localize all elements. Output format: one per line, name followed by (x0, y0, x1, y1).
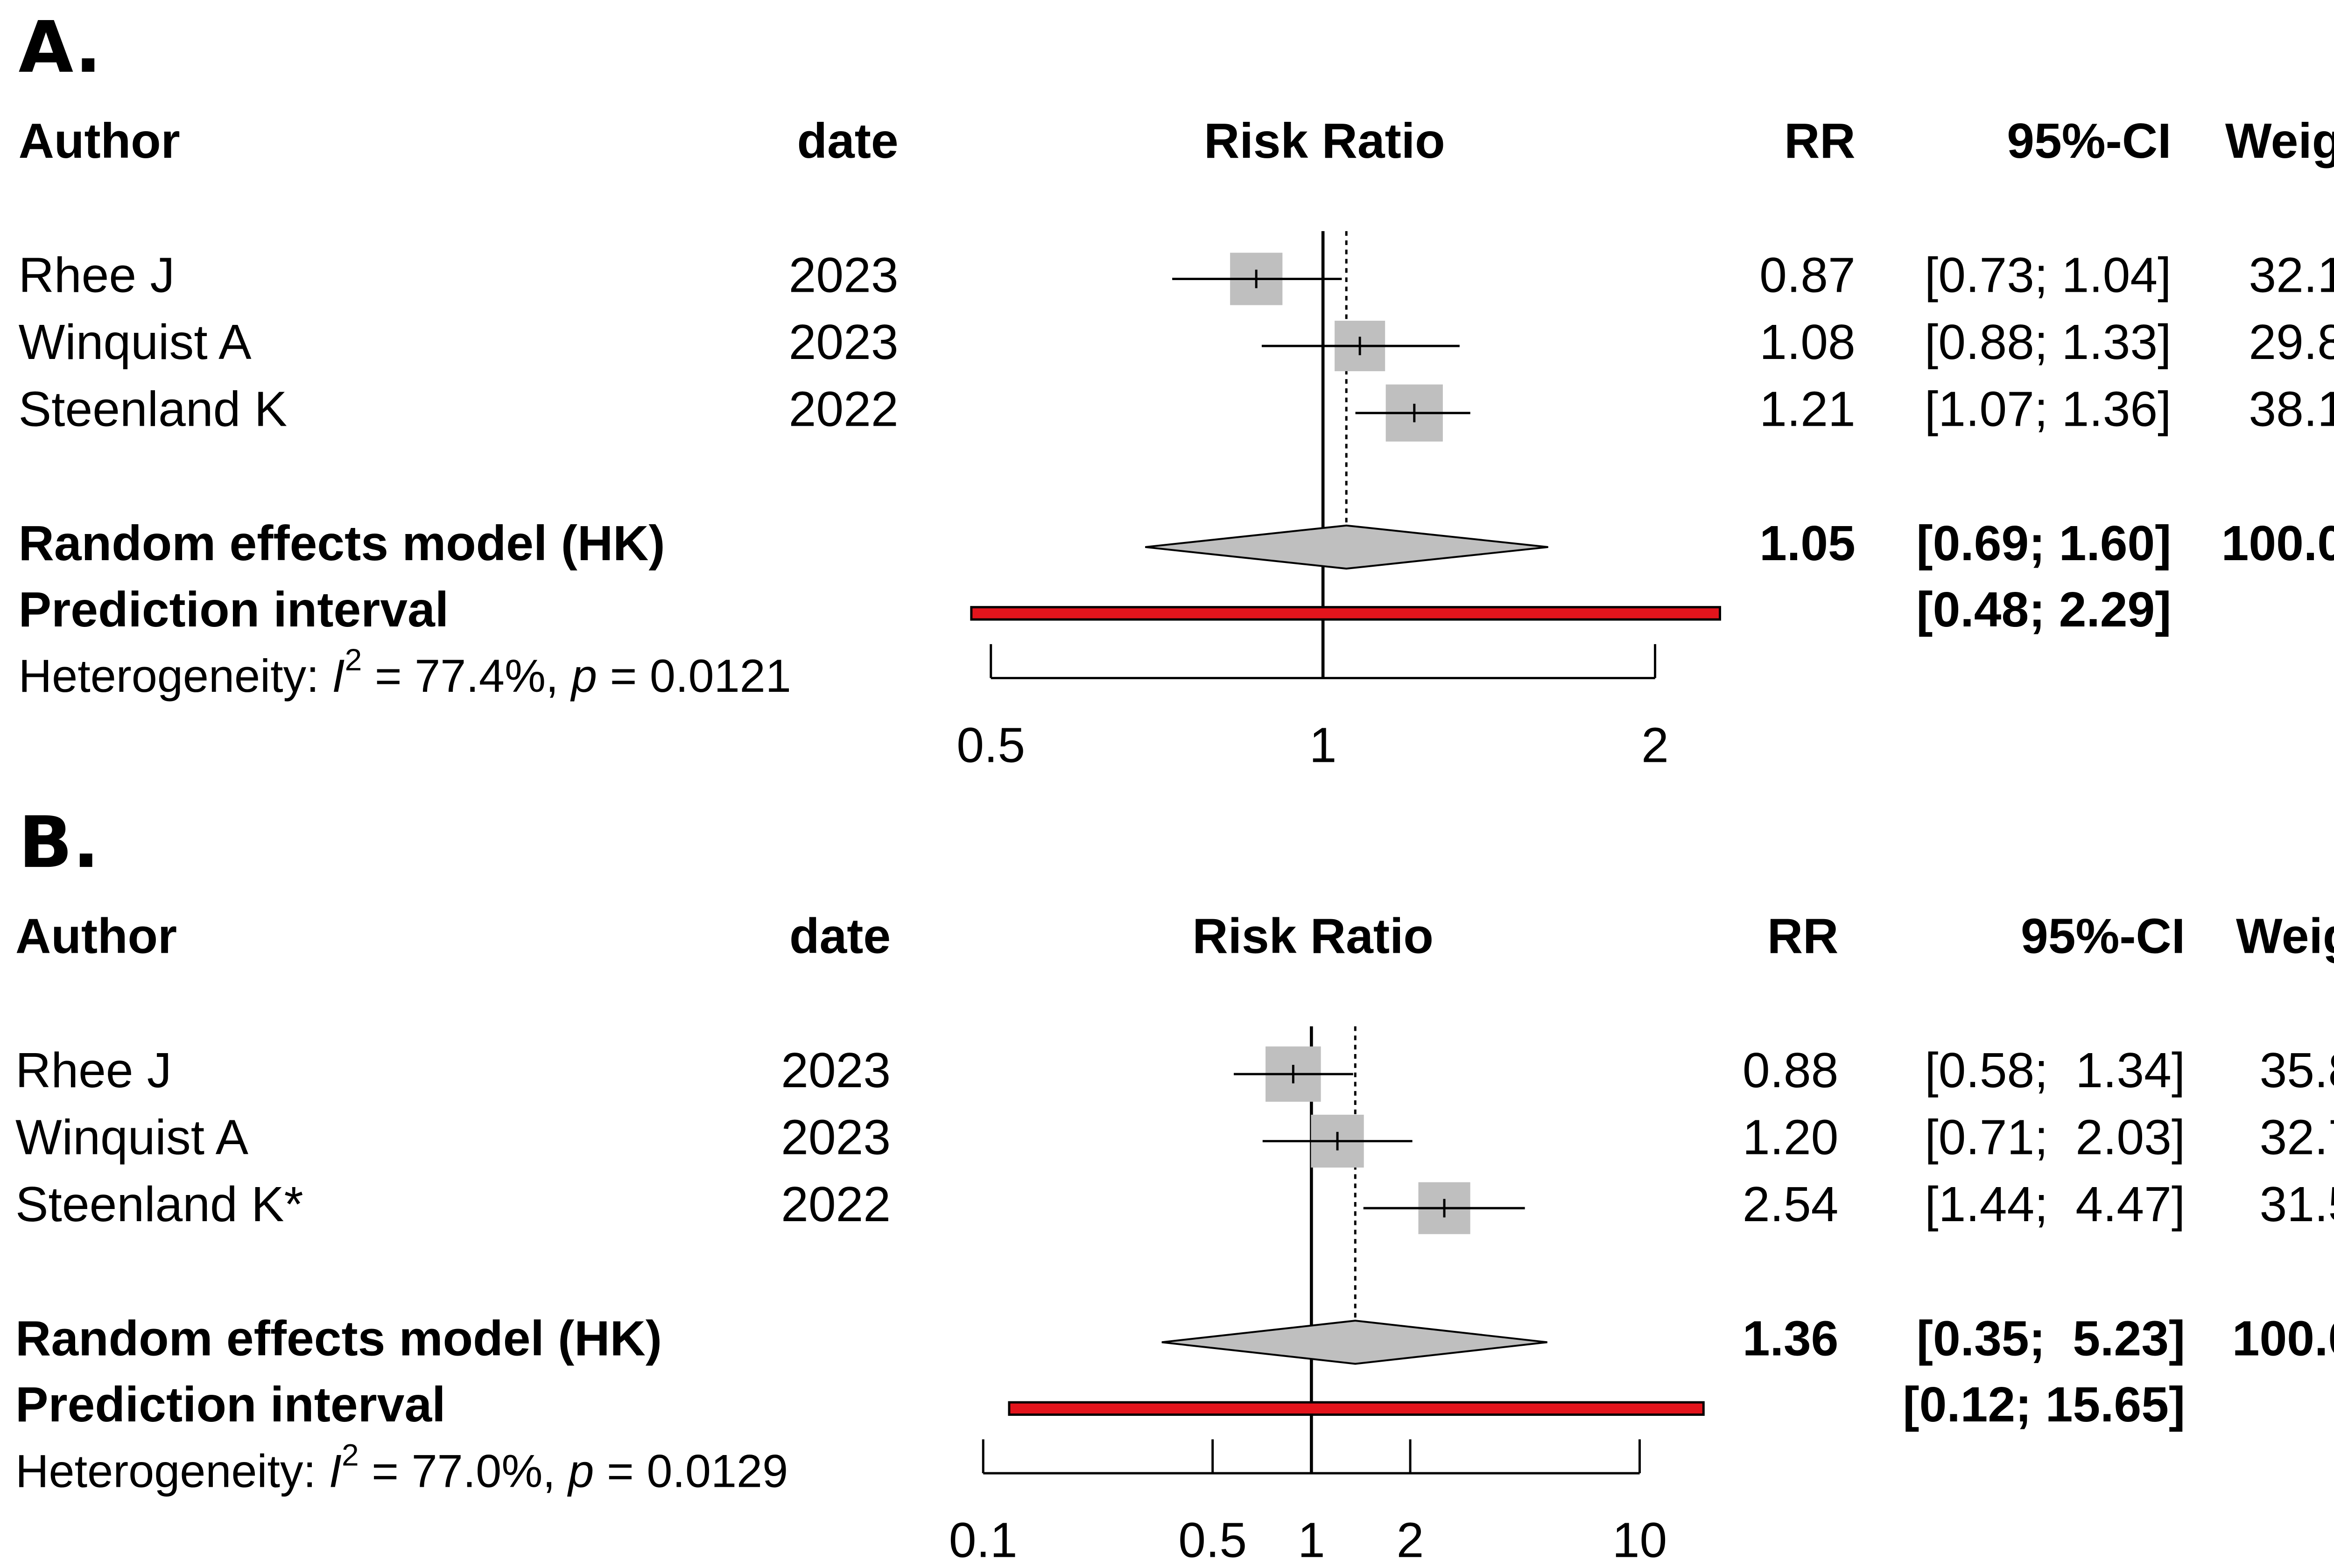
rr-label: 0.87 (1759, 247, 1856, 302)
column-header: 95%-CI (2007, 113, 2171, 169)
x-tick-label: 2 (1397, 1513, 1424, 1568)
column-header: Author (19, 113, 180, 169)
heterogeneity-part: 2 (345, 642, 362, 677)
study-name: Steenland K (19, 382, 288, 437)
summary-ci: [0.35; 5.23] (1917, 1311, 2185, 1366)
weight-label: 29.8% (2249, 315, 2334, 370)
x-tick-label: 1 (1298, 1513, 1325, 1568)
heterogeneity-part: Heterogeneity: (15, 1445, 329, 1497)
prediction-bar (970, 606, 1722, 621)
panel-label: B. (19, 801, 99, 884)
column-header: 95%-CI (2021, 909, 2185, 964)
heterogeneity-part: p (570, 650, 597, 702)
study-date: 2022 (789, 382, 899, 437)
ci-label: [1.44; 4.47] (1925, 1177, 2185, 1232)
study-name: Steenland K* (15, 1177, 303, 1232)
ci-label: [0.88; 1.33] (1925, 315, 2172, 370)
prediction-label: Prediction interval (19, 582, 449, 637)
ci-label: [0.73; 1.04] (1925, 247, 2172, 302)
prediction-label: Prediction interval (15, 1377, 446, 1432)
ci-label: [0.58; 1.34] (1925, 1043, 2185, 1098)
study-name: Rhee J (15, 1043, 172, 1098)
study-date: 2023 (781, 1043, 891, 1098)
summary-rr: 1.05 (1759, 516, 1856, 571)
study-name: Rhee J (19, 247, 175, 302)
column-header: date (789, 909, 891, 964)
ci-label: [0.71; 2.03] (1925, 1110, 2185, 1165)
summary-label: Random effects model (HK) (15, 1311, 662, 1366)
column-header: Author (15, 909, 177, 964)
heterogeneity-part: = 0.0129 (594, 1445, 788, 1497)
heterogeneity-part: Heterogeneity: (19, 650, 332, 702)
column-header: RR (1767, 909, 1839, 964)
rr-label: 0.88 (1743, 1043, 1839, 1098)
heterogeneity-part: I (332, 650, 345, 702)
study-name: Winquist A (15, 1110, 249, 1165)
column-header: Risk Ratio (1204, 113, 1445, 169)
prediction-bar (1008, 1401, 1705, 1416)
column-header: Weight (2236, 909, 2334, 964)
rr-label: 2.54 (1743, 1177, 1839, 1232)
heterogeneity-part: = 77.4%, (362, 650, 571, 702)
study-name: Winquist A (19, 315, 252, 370)
study-date: 2022 (781, 1177, 891, 1232)
heterogeneity-part: = 0.0121 (597, 650, 791, 702)
prediction-ci: [0.48; 2.29] (1916, 582, 2171, 637)
heterogeneity-part: I (329, 1445, 342, 1497)
x-tick-label: 1 (1309, 717, 1337, 773)
panel-label: A. (19, 6, 102, 89)
summary-rr: 1.36 (1743, 1311, 1839, 1366)
summary-weight: 100.0% (2232, 1311, 2334, 1366)
study-date: 2023 (789, 315, 899, 370)
summary-diamond (1145, 524, 1548, 570)
ci-label: [1.07; 1.36] (1925, 382, 2172, 437)
weight-label: 38.1% (2249, 382, 2334, 437)
heterogeneity: Heterogeneity: I2 = 77.0%, p = 0.0129 (15, 1438, 788, 1497)
study-date: 2023 (781, 1110, 891, 1165)
column-header: RR (1784, 113, 1856, 169)
x-tick-label: 10 (1612, 1513, 1667, 1568)
heterogeneity-part: = 77.0%, (359, 1445, 569, 1497)
x-tick-label: 0.5 (1178, 1513, 1247, 1568)
rr-label: 1.08 (1759, 315, 1856, 370)
study-date: 2023 (789, 247, 899, 302)
summary-label: Random effects model (HK) (19, 516, 665, 571)
summary-diamond (1161, 1320, 1547, 1365)
heterogeneity: Heterogeneity: I2 = 77.4%, p = 0.0121 (19, 642, 791, 702)
column-header: Weight (2225, 113, 2334, 169)
heterogeneity-part: p (567, 1445, 594, 1497)
rr-label: 1.20 (1743, 1110, 1839, 1165)
summary-ci: [0.69; 1.60] (1916, 516, 2171, 571)
rr-label: 1.21 (1759, 382, 1856, 437)
weight-label: 31.5% (2260, 1177, 2334, 1232)
x-tick-label: 0.1 (949, 1513, 1018, 1568)
weight-label: 32.1% (2249, 247, 2334, 302)
x-tick-label: 0.5 (956, 717, 1025, 773)
x-tick-label: 2 (1641, 717, 1669, 773)
heterogeneity-part: 2 (342, 1438, 359, 1472)
weight-label: 35.8% (2260, 1043, 2334, 1098)
summary-weight: 100.0% (2222, 516, 2334, 571)
column-header: date (797, 113, 898, 169)
column-header: Risk Ratio (1192, 909, 1434, 964)
prediction-ci: [0.12; 15.65] (1903, 1377, 2185, 1432)
weight-label: 32.7% (2260, 1110, 2334, 1165)
